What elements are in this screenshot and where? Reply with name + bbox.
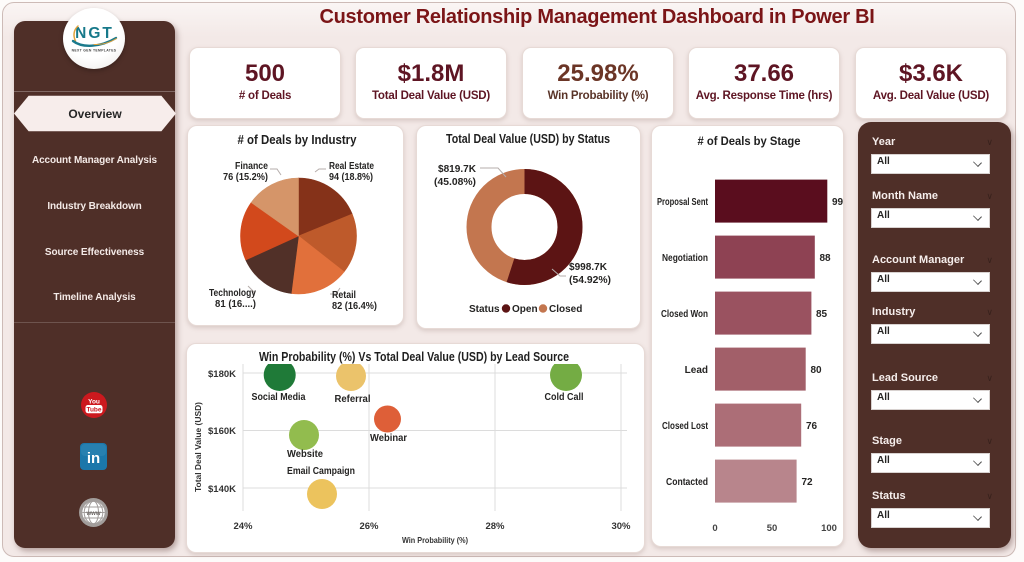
svg-text:# of Deals by Industry: # of Deals by Industry (238, 133, 357, 147)
svg-text:0: 0 (712, 523, 717, 534)
svg-text:# of Deals by Stage: # of Deals by Stage (698, 134, 801, 148)
svg-text:Proposal Sent: Proposal Sent (657, 197, 708, 208)
svg-text:$998.7K: $998.7K (569, 261, 607, 273)
svg-text:Win Probability (%) Vs Total D: Win Probability (%) Vs Total Deal Value … (259, 350, 569, 364)
svg-text:(54.92%): (54.92%) (569, 274, 611, 286)
svg-text:26%: 26% (359, 521, 379, 532)
svg-text:Total Deal Value (USD): Total Deal Value (USD) (193, 402, 203, 492)
svg-text:Email Campaign: Email Campaign (287, 465, 355, 477)
svg-text:Cold Call: Cold Call (545, 391, 584, 403)
svg-text:$160K: $160K (208, 426, 236, 437)
svg-text:Total Deal Value (USD) by Stat: Total Deal Value (USD) by Status (446, 132, 610, 146)
svg-text:Closed Won: Closed Won (661, 309, 708, 320)
svg-text:99: 99 (832, 197, 843, 208)
svg-text:85: 85 (816, 309, 828, 320)
svg-text:Tube: Tube (86, 407, 101, 414)
svg-text:Lead: Lead (685, 365, 708, 376)
svg-text:100: 100 (821, 523, 837, 534)
svg-text:82 (16.4%): 82 (16.4%) (332, 300, 377, 312)
svg-text:Retail: Retail (332, 289, 356, 301)
svg-text:88: 88 (820, 253, 832, 264)
svg-text:You: You (88, 399, 100, 406)
svg-text:50: 50 (767, 523, 778, 534)
svg-text:Technology: Technology (209, 287, 256, 299)
svg-text:81 (16....): 81 (16....) (215, 298, 256, 310)
svg-text:Win Probability (%): Win Probability (%) (402, 535, 468, 545)
svg-text:(45.08%): (45.08%) (434, 176, 476, 188)
svg-text:Finance: Finance (235, 160, 268, 172)
svg-text:80: 80 (811, 365, 823, 376)
svg-text:NGT: NGT (75, 25, 114, 42)
svg-text:Social Media: Social Media (252, 391, 306, 403)
svg-text:76 (15.2%): 76 (15.2%) (223, 171, 268, 183)
svg-text:24%: 24% (233, 521, 253, 532)
svg-text:Referral: Referral (335, 393, 371, 405)
svg-text:Closed: Closed (549, 304, 582, 315)
svg-text:28%: 28% (485, 521, 505, 532)
svg-text:Contacted: Contacted (666, 477, 708, 488)
svg-text:NEXT GEN TEMPLATES: NEXT GEN TEMPLATES (72, 49, 117, 53)
svg-text:72: 72 (802, 477, 814, 488)
svg-text:$819.7K: $819.7K (438, 163, 476, 175)
svg-text:Real Estate: Real Estate (329, 160, 374, 172)
svg-text:76: 76 (806, 421, 818, 432)
svg-text:Open: Open (512, 304, 538, 315)
svg-text:Status: Status (469, 304, 500, 315)
svg-text:30%: 30% (611, 521, 631, 532)
svg-text:$180K: $180K (208, 369, 236, 380)
svg-text:$140K: $140K (208, 484, 236, 495)
svg-text:Negotiation: Negotiation (662, 253, 708, 264)
svg-text:94 (18.8%): 94 (18.8%) (329, 171, 373, 183)
svg-text:Closed Lost: Closed Lost (662, 421, 709, 432)
svg-text:Website: Website (287, 448, 323, 460)
svg-text:Webinar: Webinar (370, 432, 407, 444)
svg-text:www: www (85, 511, 100, 517)
svg-text:in: in (87, 450, 100, 467)
